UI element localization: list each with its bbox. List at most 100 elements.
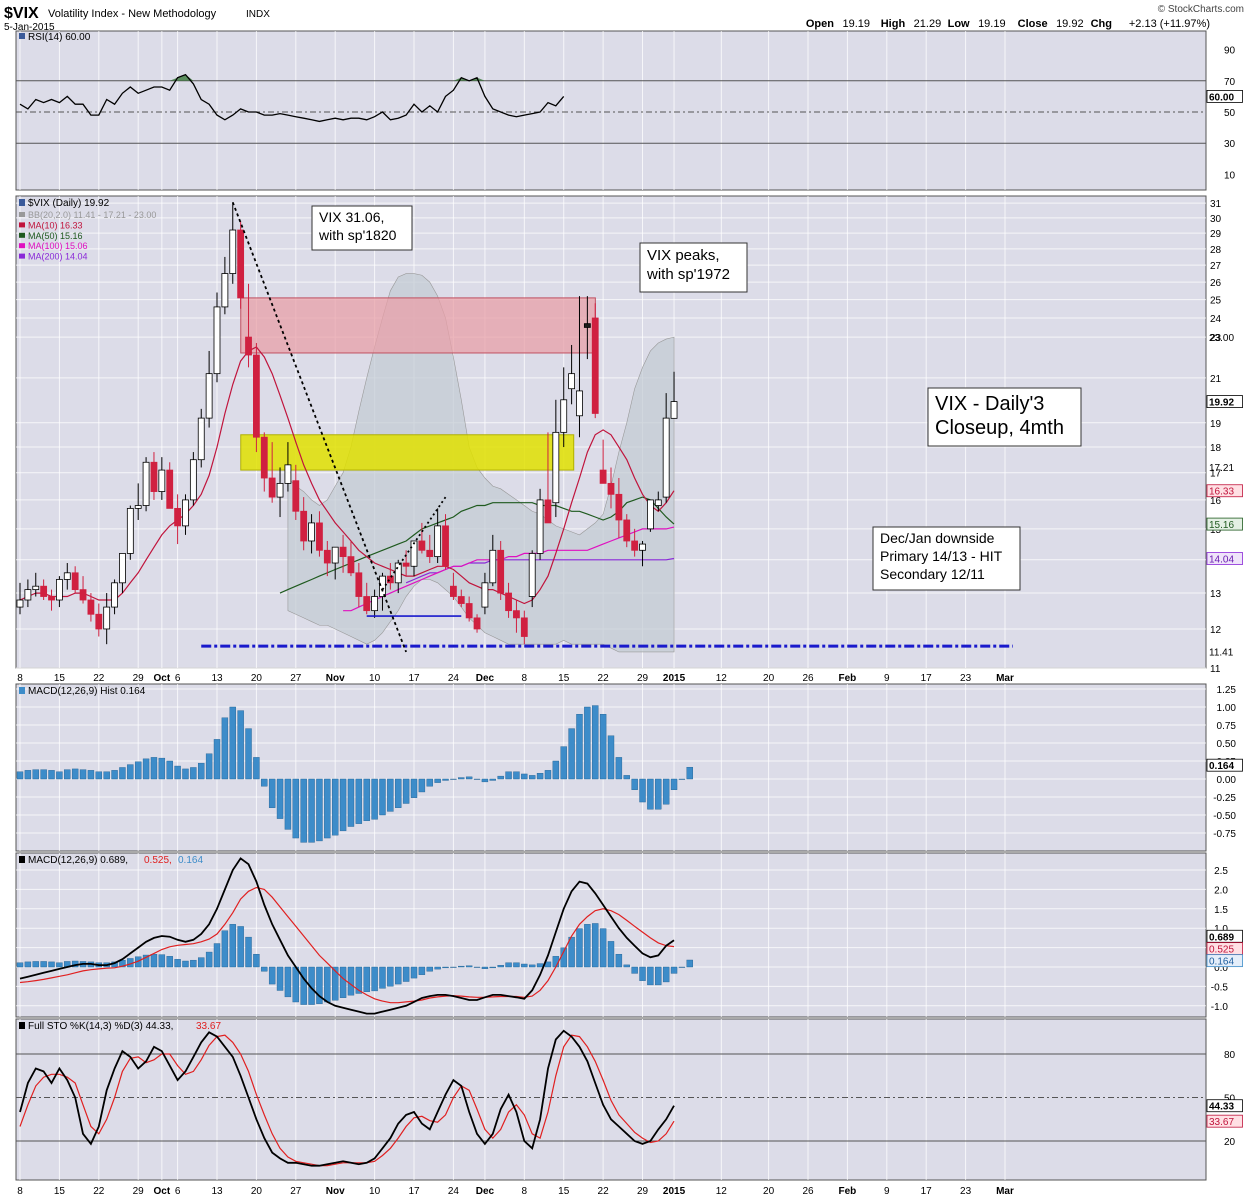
candle-body: [347, 556, 355, 574]
candle-body: [371, 596, 379, 612]
histogram-bar: [544, 770, 552, 780]
candle-body: [623, 519, 631, 542]
ohlc-label: High: [881, 18, 906, 30]
macd-histogram-bar: [529, 964, 536, 968]
y-tick-label: 18: [1210, 443, 1222, 454]
histogram-bar: [402, 778, 410, 804]
histogram-bar: [410, 778, 418, 798]
y-tick-label: 16: [1210, 496, 1222, 507]
x-tick-label: 20: [251, 1186, 263, 1197]
candle-body: [434, 525, 442, 558]
candle-body: [465, 603, 473, 619]
histogram-bar: [662, 778, 670, 805]
macd-histogram-bar: [16, 962, 24, 968]
histogram-bar: [166, 760, 173, 780]
histogram-bar: [48, 770, 55, 780]
histogram-bar: [670, 778, 678, 791]
histogram-bar: [237, 710, 244, 780]
macd-histogram-bar: [158, 954, 166, 968]
candle-body: [260, 436, 268, 479]
price-label: 33.67: [1209, 1117, 1234, 1128]
annotation-text: VIX peaks,: [647, 247, 720, 264]
histogram-bar: [300, 778, 307, 843]
macd-histogram-bar: [276, 966, 284, 991]
y-tick-label: 28: [1210, 245, 1222, 256]
histogram-bar: [686, 766, 693, 780]
histogram-bar: [481, 778, 489, 783]
candle-body: [316, 522, 323, 551]
candle-body: [24, 589, 32, 601]
macd-histogram-bar: [434, 966, 441, 970]
histogram-bar: [142, 758, 150, 780]
annotation-text: VIX 31.06,: [319, 209, 384, 225]
macd-histogram-bar: [513, 962, 520, 968]
candle-body: [583, 323, 591, 328]
macd-histogram-bar: [48, 961, 55, 968]
macd-tick-label: -0.5: [1211, 982, 1229, 993]
histogram-bar: [221, 717, 229, 780]
candle-body: [292, 480, 300, 512]
macd-histogram-bar: [182, 960, 189, 968]
histogram-bar: [111, 770, 118, 780]
legend-swatch: [19, 212, 25, 217]
candle-body: [252, 354, 260, 438]
y-tick-label: 27: [1210, 261, 1222, 272]
annotation-text: with sp'1820: [318, 227, 397, 243]
macd-histogram-bar: [521, 963, 528, 968]
histogram-bar: [450, 778, 457, 780]
x-tick-label: 17: [408, 1186, 420, 1197]
histogram-bar: [371, 778, 378, 820]
macd-histogram-bar: [639, 966, 646, 981]
histogram-bar: [324, 778, 331, 839]
rsi-legend: RSI(14) 60.00: [28, 32, 91, 43]
ohlc-label: Chg: [1091, 18, 1112, 30]
price-label: 17.21: [1209, 463, 1234, 474]
candle-body: [245, 336, 252, 356]
price-label: 0.164: [1209, 957, 1234, 968]
y-tick-label: 11: [1210, 664, 1221, 675]
macd-histogram-bar: [481, 966, 489, 969]
x-tick-label: 29: [637, 673, 649, 684]
candle-body: [126, 507, 134, 554]
candle-body: [79, 589, 87, 601]
candle-body: [237, 229, 245, 299]
macd-tick-label: 2.0: [1214, 885, 1228, 896]
hist-tick-label: -0.75: [1213, 829, 1236, 840]
rsi-overbought-fill: [477, 77, 485, 81]
x-tick-label: 17: [408, 673, 420, 684]
macd-signal-line: [19, 886, 675, 1004]
x-tick-label: 22: [598, 673, 610, 684]
sto-legend-icon: [19, 1022, 25, 1029]
macd-histogram-bar: [316, 966, 323, 1004]
bollinger-band-area: [287, 273, 675, 653]
ohlc-value: 19.19: [842, 18, 870, 30]
y-tick-label: 19: [1210, 419, 1222, 430]
histogram-bar: [253, 757, 260, 780]
macd-histogram-panel: 1.251.000.750.500.250.00-0.25-0.50-0.75M…: [15, 683, 1243, 852]
macd-histogram-bar: [56, 962, 63, 968]
macd-histogram-bar: [245, 936, 252, 968]
macd-histogram-bar: [379, 966, 386, 989]
candle-body: [363, 596, 371, 612]
macd-histogram-bar: [418, 966, 426, 975]
x-tick-label: 24: [448, 1186, 460, 1197]
hist-tick-label: -0.25: [1213, 793, 1236, 804]
price-label-box: [1206, 517, 1243, 531]
candle-body: [410, 540, 418, 567]
hist-tick-label: 1.00: [1217, 703, 1237, 714]
candle-body: [300, 510, 308, 542]
macd-histogram-bar: [174, 959, 181, 968]
x-tick-label: Nov: [326, 1186, 345, 1197]
legend-entry: BB(20,2.0) 11.41 - 17.21 - 23.00: [28, 210, 156, 220]
candle-body: [426, 549, 434, 558]
candle-body: [182, 499, 189, 527]
legend-swatch: [19, 253, 25, 259]
x-tick-label: 23: [960, 1186, 972, 1197]
histogram-bar: [332, 778, 339, 836]
support-zone-yellow: [240, 434, 575, 471]
candle-body: [189, 459, 197, 501]
histogram-bar: [316, 778, 323, 842]
candle-body: [647, 499, 654, 530]
candle-body: [174, 507, 182, 527]
rsi-tick-label: 30: [1224, 139, 1236, 150]
